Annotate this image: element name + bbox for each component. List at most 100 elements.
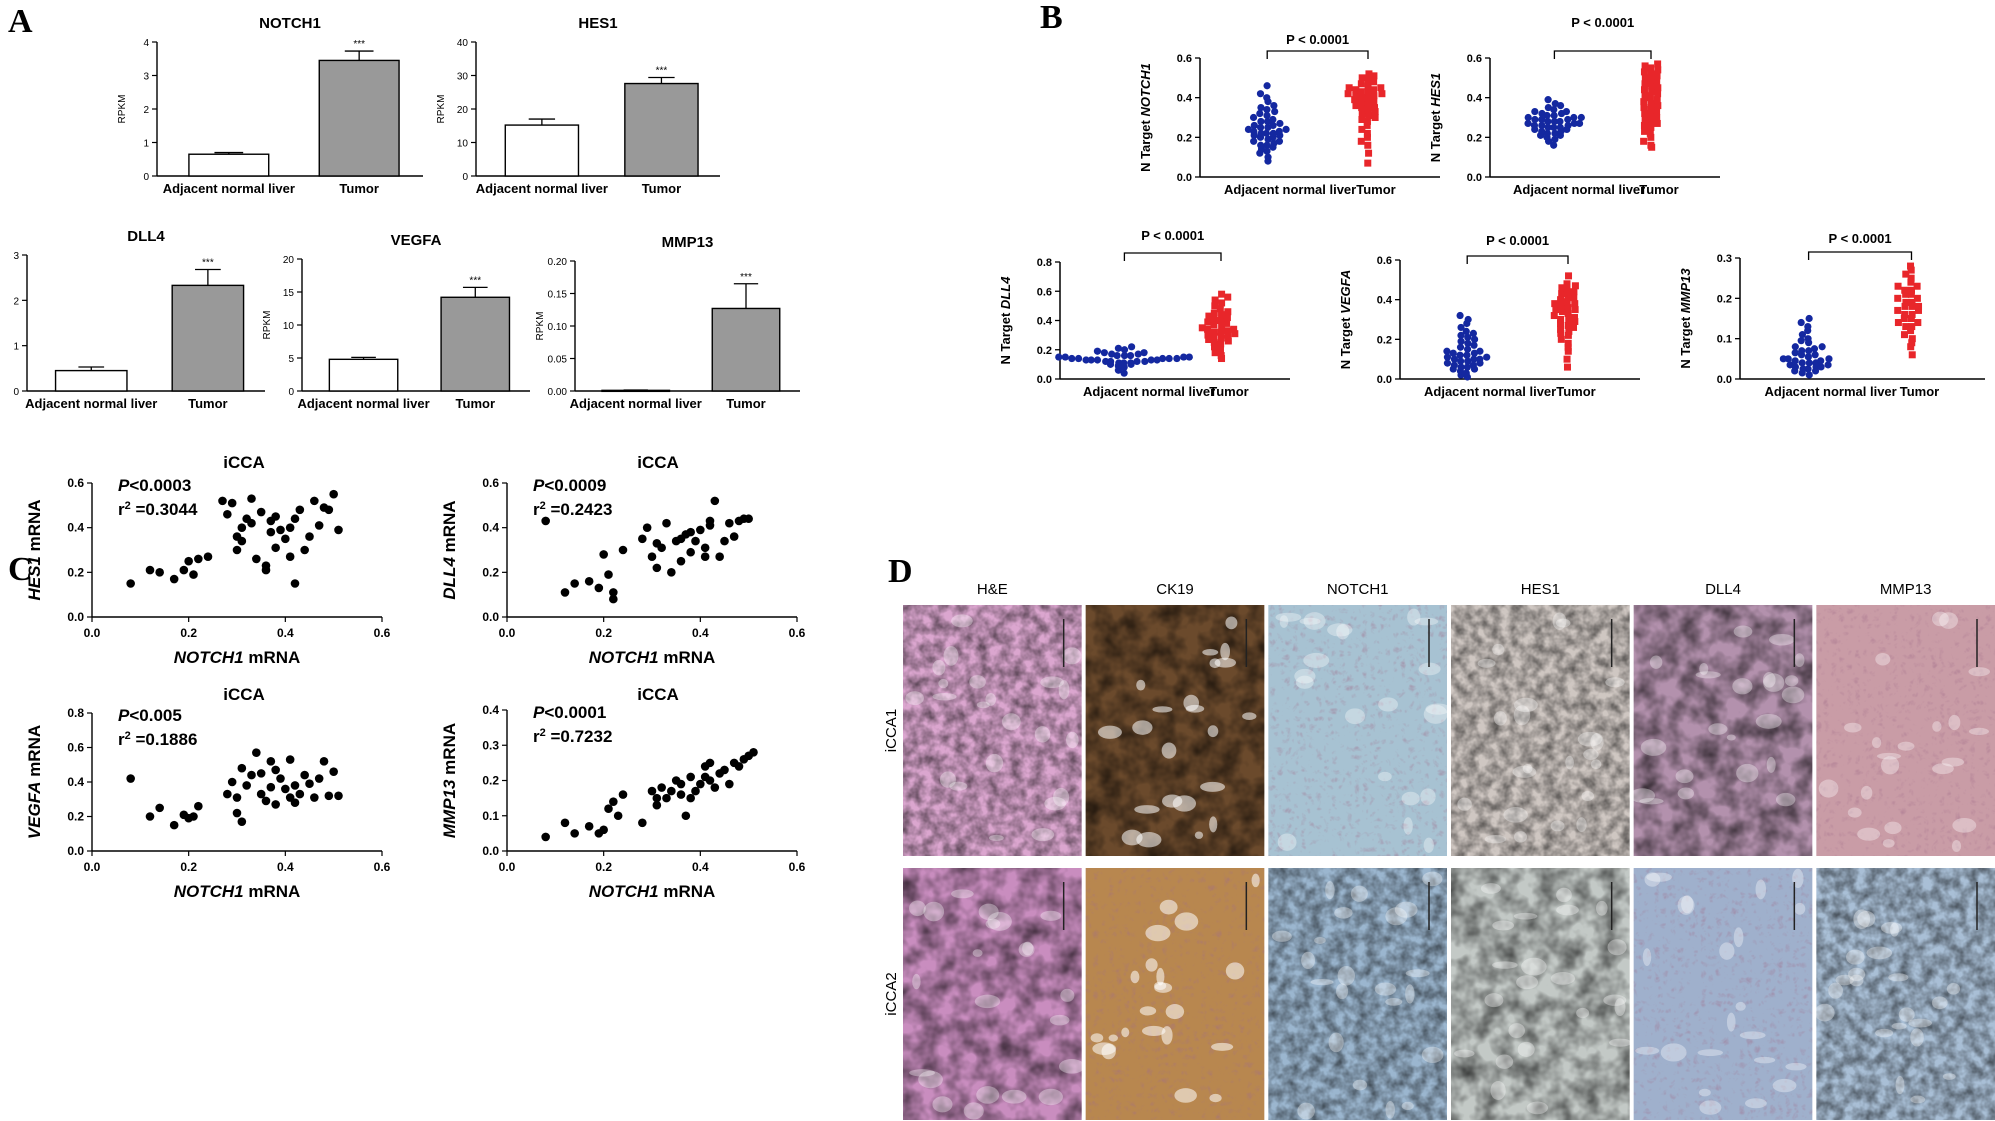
ihc-lumen xyxy=(1942,1073,1956,1080)
data-point xyxy=(720,765,729,775)
ihc-lumen xyxy=(1207,725,1219,738)
data-point-tumor xyxy=(1654,66,1662,74)
data-point-tumor xyxy=(1217,317,1225,324)
category-label: Tumor xyxy=(1639,182,1678,197)
ihc-lumen xyxy=(1154,981,1167,991)
ihc-lumen xyxy=(1130,970,1140,984)
data-point-normal xyxy=(1120,346,1129,354)
data-point-tumor xyxy=(1205,312,1213,320)
ihc-lumen xyxy=(1220,642,1231,661)
data-point xyxy=(594,583,604,593)
ihc-lumen xyxy=(1857,827,1881,841)
category-label: Adjacent normal liver xyxy=(476,181,608,196)
ihc-lumen xyxy=(1814,1003,1835,1022)
ihc-lumen xyxy=(1697,1049,1724,1057)
ihc-image-mmp13-icca2 xyxy=(1814,868,1995,1120)
data-point-tumor xyxy=(1352,102,1360,110)
data-point-tumor xyxy=(1647,76,1655,84)
ihc-image-notch1-icca2 xyxy=(1268,868,1447,1120)
y-axis-label-gene: MMP13 xyxy=(440,779,459,838)
ihc-lumen xyxy=(1209,1093,1222,1103)
ihc-lumen xyxy=(1762,672,1776,688)
ihc-lumen xyxy=(1512,765,1537,778)
x-axis-label-gene: NOTCH1 xyxy=(174,648,244,667)
y-tick-label: 0.6 xyxy=(482,476,499,490)
data-point-tumor xyxy=(1653,96,1661,104)
p-value-stat: P<0.005 xyxy=(118,706,182,725)
data-point-tumor xyxy=(1914,319,1922,327)
x-axis-label-suffix: mRNA xyxy=(244,882,301,901)
data-point-tumor xyxy=(1902,290,1910,298)
data-point-normal xyxy=(1462,327,1470,335)
data-point-normal xyxy=(1457,337,1465,345)
data-point-tumor xyxy=(1364,94,1372,102)
r-squared-value: =0.1886 xyxy=(131,730,198,749)
ihc-lumen xyxy=(1675,769,1694,784)
data-point-normal xyxy=(1257,129,1265,137)
data-point-tumor xyxy=(1563,355,1571,363)
data-point-tumor xyxy=(1230,325,1238,333)
data-point-normal xyxy=(1271,107,1279,116)
ihc-lumen xyxy=(1844,722,1862,733)
y-axis-label: N Target VEGFA xyxy=(1338,270,1353,369)
ihc-lumen xyxy=(985,693,996,706)
ihc-lumen xyxy=(1946,983,1961,995)
data-point xyxy=(329,489,338,499)
ihc-lumen xyxy=(1853,909,1871,929)
data-point-tumor xyxy=(1557,296,1565,304)
x-tick-label: 0.4 xyxy=(692,626,709,640)
data-point-normal xyxy=(1257,141,1265,149)
ihc-lumen xyxy=(1477,658,1496,668)
ihc-column-header: HES1 xyxy=(1521,581,1560,598)
data-point-tumor xyxy=(1571,317,1579,325)
ihc-lumen xyxy=(1508,1023,1525,1039)
x-axis-label: NOTCH1 mRNA xyxy=(589,882,716,901)
ihc-lumen xyxy=(1040,676,1064,689)
data-point xyxy=(256,507,266,517)
ihc-lumen xyxy=(978,903,999,921)
ihc-lumen xyxy=(1552,612,1567,630)
data-point-tumor xyxy=(1210,333,1218,341)
ihc-lumen xyxy=(1526,1101,1549,1115)
category-label: Tumor xyxy=(456,396,495,411)
data-point-normal xyxy=(1544,117,1552,126)
data-point xyxy=(657,783,666,792)
y-axis-label-prefix: N Target xyxy=(1138,117,1153,172)
data-point-tumor xyxy=(1653,119,1661,127)
ihc-lumen xyxy=(1576,1007,1590,1019)
data-point-normal xyxy=(1250,121,1258,130)
data-point-tumor xyxy=(1557,302,1565,310)
data-point xyxy=(290,579,300,588)
ihc-lumen xyxy=(1744,1098,1767,1109)
data-point-tumor xyxy=(1647,141,1655,149)
ihc-lumen xyxy=(1931,611,1949,627)
ihc-lumen xyxy=(1577,731,1603,747)
ihc-lumen xyxy=(1550,972,1576,985)
data-point xyxy=(194,554,203,564)
data-point-normal xyxy=(1470,349,1479,357)
x-tick-label: 0.6 xyxy=(374,626,391,640)
ihc-lumen xyxy=(1034,726,1051,743)
ihc-lumen xyxy=(1242,712,1257,720)
data-point-normal xyxy=(1550,111,1558,120)
data-point-normal xyxy=(1082,356,1090,364)
data-point xyxy=(334,791,343,801)
data-point xyxy=(285,755,295,764)
ihc-lumen xyxy=(1677,787,1695,800)
data-point-tumor xyxy=(1907,266,1915,274)
data-point xyxy=(252,748,261,757)
data-point-normal xyxy=(1530,121,1539,130)
data-point-tumor xyxy=(1901,310,1909,318)
ihc-lumen xyxy=(1639,798,1664,805)
ihc-lumen xyxy=(1209,816,1218,833)
data-point-normal xyxy=(1798,331,1806,339)
y-axis-label: VEGFA mRNA xyxy=(25,725,44,839)
ihc-tissue-texture xyxy=(1816,868,1995,1120)
data-point xyxy=(232,545,242,555)
ihc-lumen xyxy=(1401,791,1420,806)
p-value: <0.0009 xyxy=(544,476,606,495)
ihc-column-header: MMP13 xyxy=(1880,581,1932,598)
p-value: <0.005 xyxy=(129,706,181,725)
ihc-lumen xyxy=(1058,680,1070,700)
data-point xyxy=(705,776,715,785)
